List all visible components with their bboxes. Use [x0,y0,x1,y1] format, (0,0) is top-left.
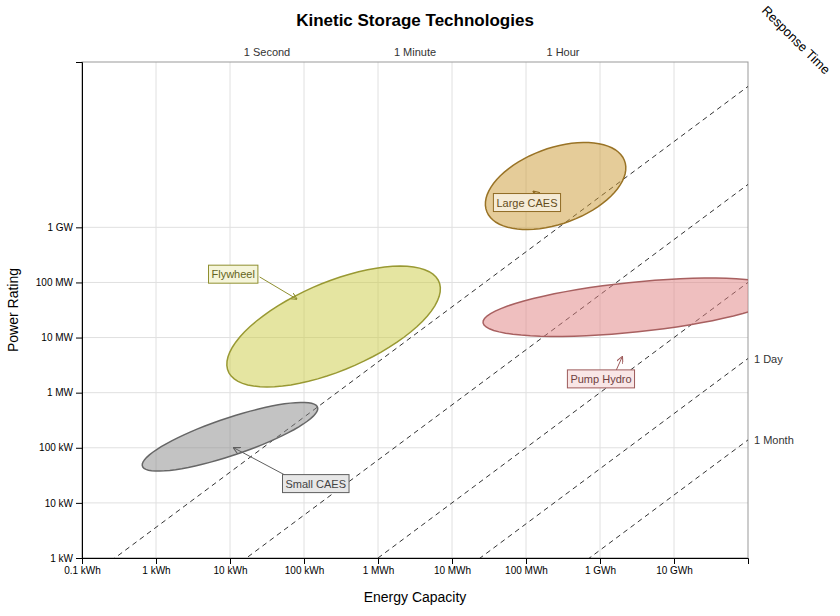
y-tick: 1 kW [50,553,82,564]
ellipse-label: Flywheel [212,268,255,280]
y-tick-mark [76,338,82,339]
x-tick-label: 10 kWh [214,565,248,576]
ellipse [142,402,317,471]
x-axis: 0.1 kWh 1 kWh 10 kWh 100 kWh 1 MWh 10 MWh 100 … [64,558,748,576]
x-tick-label: 1 GWh [585,565,616,576]
ellipse [483,278,748,336]
y-axis-domain [76,63,83,559]
label-box [567,370,634,388]
grid-line-y [82,502,748,503]
y-tick-label: 10 kW [45,498,74,509]
x-tick-mark [230,558,231,564]
y-tick-mark [76,227,82,228]
y-tick-mark [76,503,82,504]
y-tick-label: 100 kW [39,442,73,453]
response-time-label: Response Time [759,3,833,77]
ellipse-label-group: Pump Hydro [567,370,634,388]
label-box [283,475,350,493]
x-axis-domain [83,559,749,565]
grid-line-y [82,227,748,228]
right-label: 1 Day [754,353,783,365]
ellipse [485,142,625,229]
y-tick-label: 1 MW [47,387,74,398]
y-tick: 10 kW [45,498,82,509]
y-tick-label: 1 kW [50,553,73,564]
ellipse-label-group: Large CAES [493,194,560,212]
response-line [82,359,748,558]
ellipse [227,266,440,387]
x-tick: 100 MWh [505,558,548,576]
grid-line-x [156,62,157,558]
grid-line-y [82,392,748,393]
label-arrow [234,448,291,478]
x-tick: 1 GWh [585,558,616,576]
y-tick: 1 MW [47,387,82,398]
y-tick: 100 kW [39,442,82,453]
x-tick: 100 kWh [285,558,324,576]
y-tick: 10 MW [41,332,82,343]
y-tick: 1 GW [47,222,82,233]
y-tick-mark [76,448,82,449]
ellipse-label: Large CAES [496,197,557,209]
x-tick-mark [378,558,379,564]
x-tick-mark [156,558,157,564]
label-box [209,265,258,283]
annotations: Small CAES Flywheel Large CAES Pump Hydro 1 … [209,46,794,493]
y-axis-title: Power Rating [5,268,21,352]
ellipse-label-group: Flywheel [209,265,258,283]
y-tick-label: 10 MW [41,332,73,343]
x-tick-label: 10 GWh [656,565,693,576]
x-axis-title: Energy Capacity [364,589,467,605]
response-line [82,184,748,558]
ellipse-label: Pump Hydro [570,373,631,385]
x-tick-mark [304,558,305,564]
top-label: 1 Second [244,46,290,58]
y-tick-mark [76,393,82,394]
y-tick-mark [76,282,82,283]
top-label: 1 Hour [546,46,579,58]
y-axis: 1 kW 10 kW 100 kW 1 MW 10 MW 100 MW 1 GW [36,63,83,564]
x-tick: 1 kWh [142,558,170,576]
x-tick-label: 100 kWh [285,565,324,576]
x-tick-label: 100 MWh [505,565,548,576]
x-tick-label: 0.1 kWh [64,565,101,576]
grid-line-y [82,337,748,338]
x-tick-mark [600,558,601,564]
x-tick-label: 10 MWh [434,565,471,576]
x-tick: 10 MWh [434,558,471,576]
ellipse-label: Small CAES [286,478,347,490]
label-box [493,194,560,212]
y-tick-mark [76,558,82,559]
x-tick-mark [526,558,527,564]
chart-svg: 0.1 kWh 1 kWh 10 kWh 100 kWh 1 MWh 10 MWh 100 … [0,0,840,616]
x-tick-mark [674,558,675,564]
y-tick: 100 MW [36,277,82,288]
top-label: 1 Minute [394,46,436,58]
right-label: 1 Month [754,434,794,446]
x-tick: 10 kWh [214,558,248,576]
label-arrow [260,277,297,299]
y-tick-label: 100 MW [36,277,74,288]
y-tick-label: 1 GW [47,222,73,233]
ellipse-label-group: Small CAES [283,475,350,493]
plot-area: 0.1 kWh 1 kWh 10 kWh 100 kWh 1 MWh 10 MWh 100 … [36,46,794,616]
data-layer [82,86,748,558]
x-tick: 10 GWh [656,558,693,576]
x-tick-label: 1 MWh [363,565,395,576]
grid-line-x [230,62,231,558]
x-tick: 1 MWh [363,558,395,576]
x-tick-label: 1 kWh [142,565,170,576]
chart-title: Kinetic Storage Technologies [296,11,534,30]
x-tick-mark [452,558,453,564]
grid-line-x [452,62,453,558]
